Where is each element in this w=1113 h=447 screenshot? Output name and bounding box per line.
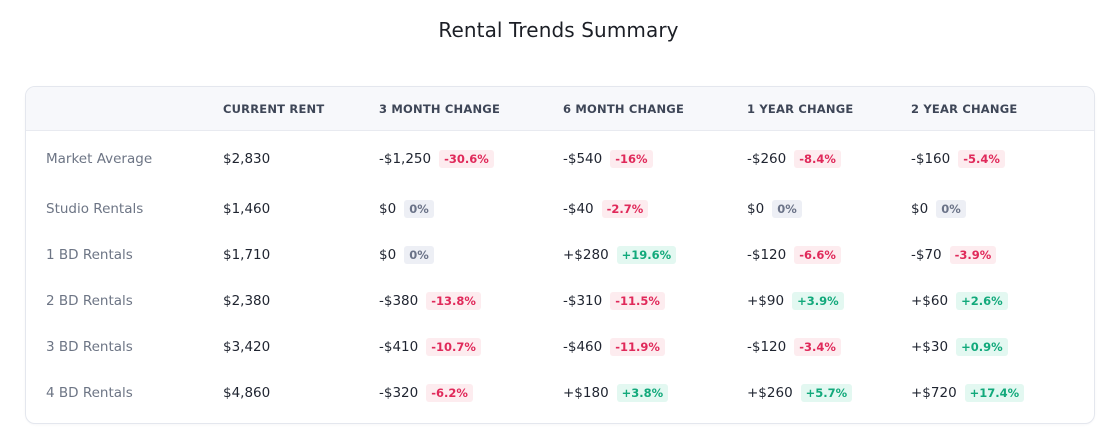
current-rent-value: $1,710 bbox=[223, 247, 271, 263]
change-percent-badge: 0% bbox=[936, 200, 966, 218]
table-row: 2 BD Rentals $2,380 -$380 -13.8% -$310 -11.5%… bbox=[26, 278, 1094, 324]
3-month-change-cell: -$320 -6.2% bbox=[379, 370, 473, 416]
change-percent-badge: 0% bbox=[404, 246, 434, 264]
table-row: 3 BD Rentals $3,420 -$410 -10.7% -$460 -11.9%… bbox=[26, 324, 1094, 370]
row-label: 3 BD Rentals bbox=[46, 339, 133, 355]
table-header: CURRENT RENT 3 MONTH CHANGE 6 MONTH CHAN… bbox=[26, 87, 1094, 131]
change-percent-badge: -10.7% bbox=[426, 338, 481, 356]
row-label: Market Average bbox=[46, 151, 153, 167]
current-rent-value: $2,830 bbox=[223, 151, 271, 167]
change-percent-badge: -13.8% bbox=[426, 292, 481, 310]
change-percent-badge: +5.7% bbox=[800, 384, 853, 402]
change-amount: $0 bbox=[379, 247, 397, 263]
change-amount: -$120 bbox=[747, 339, 787, 355]
change-amount: -$70 bbox=[911, 247, 942, 263]
6-month-change-cell: -$460 -11.9% bbox=[563, 324, 665, 370]
change-amount: -$380 bbox=[379, 293, 419, 309]
change-percent-badge: -11.5% bbox=[610, 292, 665, 310]
change-percent-badge: +0.9% bbox=[956, 338, 1008, 356]
change-percent-badge: -3.9% bbox=[949, 246, 997, 264]
change-percent-badge: +19.6% bbox=[616, 246, 677, 264]
change-amount: +$720 bbox=[911, 385, 957, 401]
3-month-change-cell: $0 0% bbox=[379, 186, 434, 232]
change-amount: +$30 bbox=[911, 339, 949, 355]
current-rent-value: $3,420 bbox=[223, 339, 271, 355]
change-percent-badge: +2.6% bbox=[956, 292, 1008, 310]
header-current-rent: CURRENT RENT bbox=[223, 102, 325, 116]
6-month-change-cell: -$540 -16% bbox=[563, 136, 653, 182]
3-month-change-cell: -$410 -10.7% bbox=[379, 324, 481, 370]
1-year-change-cell: -$120 -3.4% bbox=[747, 324, 841, 370]
table-row: Market Average $2,830 -$1,250 -30.6% -$540 -1… bbox=[26, 136, 1094, 182]
2-year-change-cell: -$160 -5.4% bbox=[911, 136, 1005, 182]
6-month-change-cell: -$310 -11.5% bbox=[563, 278, 665, 324]
3-month-change-cell: -$380 -13.8% bbox=[379, 278, 481, 324]
row-label: Studio Rentals bbox=[46, 201, 144, 217]
change-percent-badge: -16% bbox=[610, 150, 653, 168]
change-amount: +$90 bbox=[747, 293, 785, 309]
change-amount: -$1,250 bbox=[379, 151, 432, 167]
change-amount: +$280 bbox=[563, 247, 609, 263]
row-label: 1 BD Rentals bbox=[46, 247, 133, 263]
change-percent-badge: 0% bbox=[772, 200, 802, 218]
table-row: 4 BD Rentals $4,860 -$320 -6.2% +$180 +3.8% +$… bbox=[26, 370, 1094, 416]
change-percent-badge: -8.4% bbox=[794, 150, 841, 168]
row-label: 2 BD Rentals bbox=[46, 293, 133, 309]
change-amount: $0 bbox=[379, 201, 397, 217]
change-amount: +$60 bbox=[911, 293, 949, 309]
change-percent-badge: -30.6% bbox=[439, 150, 494, 168]
6-month-change-cell: +$180 +3.8% bbox=[563, 370, 669, 416]
1-year-change-cell: +$260 +5.7% bbox=[747, 370, 853, 416]
6-month-change-cell: +$280 +19.6% bbox=[563, 232, 677, 278]
change-amount: -$120 bbox=[747, 247, 787, 263]
header-2-year-change: 2 YEAR CHANGE bbox=[911, 102, 1018, 116]
change-percent-badge: -6.6% bbox=[794, 246, 841, 264]
6-month-change-cell: -$40 -2.7% bbox=[563, 186, 649, 232]
2-year-change-cell: +$30 +0.9% bbox=[911, 324, 1008, 370]
change-percent-badge: -2.7% bbox=[601, 200, 649, 218]
2-year-change-cell: $0 0% bbox=[911, 186, 966, 232]
header-6-month-change: 6 MONTH CHANGE bbox=[563, 102, 685, 116]
2-year-change-cell: +$60 +2.6% bbox=[911, 278, 1008, 324]
change-percent-badge: -11.9% bbox=[610, 338, 665, 356]
change-amount: +$180 bbox=[563, 385, 609, 401]
row-label: 4 BD Rentals bbox=[46, 385, 133, 401]
change-amount: -$260 bbox=[747, 151, 787, 167]
change-amount: -$410 bbox=[379, 339, 419, 355]
change-percent-badge: +3.8% bbox=[616, 384, 669, 402]
change-amount: +$260 bbox=[747, 385, 793, 401]
change-percent-badge: -6.2% bbox=[426, 384, 473, 402]
table-row: 1 BD Rentals $1,710 $0 0% +$280 +19.6% -$120 -6… bbox=[26, 232, 1094, 278]
2-year-change-cell: +$720 +17.4% bbox=[911, 370, 1025, 416]
change-amount: $0 bbox=[911, 201, 929, 217]
change-amount: -$320 bbox=[379, 385, 419, 401]
current-rent-value: $4,860 bbox=[223, 385, 271, 401]
header-3-month-change: 3 MONTH CHANGE bbox=[379, 102, 501, 116]
header-1-year-change: 1 YEAR CHANGE bbox=[747, 102, 854, 116]
change-percent-badge: -3.4% bbox=[794, 338, 841, 356]
change-amount: -$540 bbox=[563, 151, 603, 167]
table-row: Studio Rentals $1,460 $0 0% -$40 -2.7% $0 0% $0 0… bbox=[26, 186, 1094, 232]
change-percent-badge: +3.9% bbox=[792, 292, 844, 310]
change-percent-badge: +17.4% bbox=[964, 384, 1025, 402]
change-amount: -$310 bbox=[563, 293, 603, 309]
change-amount: $0 bbox=[747, 201, 765, 217]
1-year-change-cell: -$260 -8.4% bbox=[747, 136, 841, 182]
change-amount: -$460 bbox=[563, 339, 603, 355]
change-percent-badge: 0% bbox=[404, 200, 434, 218]
change-percent-badge: -5.4% bbox=[958, 150, 1005, 168]
current-rent-value: $2,380 bbox=[223, 293, 271, 309]
change-amount: -$40 bbox=[563, 201, 594, 217]
page-title: Rental Trends Summary bbox=[438, 18, 679, 42]
current-rent-value: $1,460 bbox=[223, 201, 271, 217]
change-amount: -$160 bbox=[911, 151, 951, 167]
1-year-change-cell: -$120 -6.6% bbox=[747, 232, 841, 278]
1-year-change-cell: +$90 +3.9% bbox=[747, 278, 844, 324]
3-month-change-cell: $0 0% bbox=[379, 232, 434, 278]
rental-trends-table: CURRENT RENT 3 MONTH CHANGE 6 MONTH CHAN… bbox=[25, 86, 1095, 424]
1-year-change-cell: $0 0% bbox=[747, 186, 802, 232]
2-year-change-cell: -$70 -3.9% bbox=[911, 232, 997, 278]
3-month-change-cell: -$1,250 -30.6% bbox=[379, 136, 494, 182]
